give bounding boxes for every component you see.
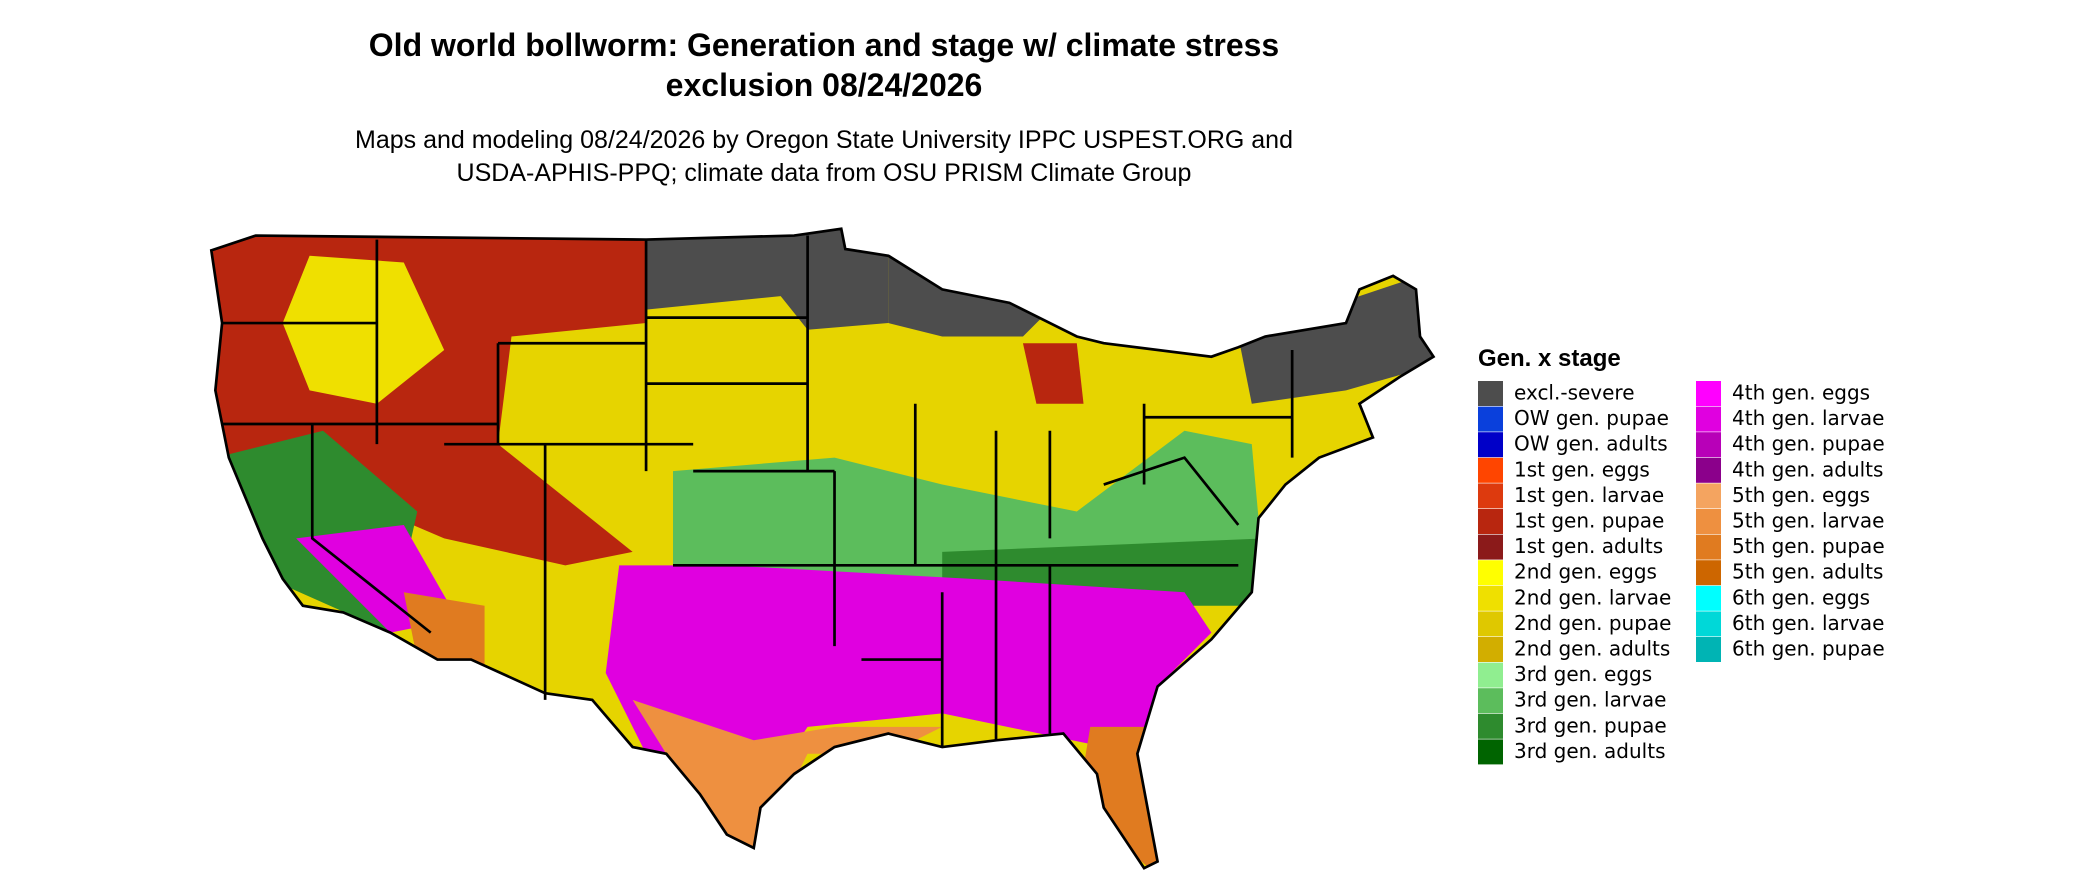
legend-label: 6th gen. larvae	[1732, 611, 1884, 635]
legend-title: Gen. x stage	[1478, 345, 1621, 372]
legend-label: 3rd gen. larvae	[1514, 688, 1666, 712]
legend-label: 6th gen. eggs	[1732, 585, 1870, 609]
legend-label: 4th gen. eggs	[1732, 381, 1870, 405]
legend-label: 4th gen. pupae	[1732, 432, 1885, 456]
legend-swatch	[1478, 662, 1503, 688]
legend-swatch	[1478, 432, 1503, 458]
subtitle: USDA-APHIS-PPQ; climate data from OSU PR…	[457, 159, 1192, 187]
legend-swatch	[1478, 406, 1503, 432]
legend-swatch	[1696, 611, 1721, 637]
legend-swatch	[1696, 585, 1721, 611]
legend-label: 4th gen. adults	[1732, 457, 1883, 481]
legend-label: 2nd gen. larvae	[1514, 585, 1671, 609]
legend-swatch	[1478, 611, 1503, 637]
legend-label: 1st gen. larvae	[1514, 483, 1664, 507]
legend-swatch	[1478, 688, 1503, 714]
legend-swatch	[1478, 457, 1503, 483]
legend-label: 1st gen. eggs	[1514, 457, 1650, 481]
legend-swatch	[1478, 483, 1503, 509]
legend-swatch	[1478, 381, 1503, 406]
legend-swatch	[1696, 457, 1721, 483]
legend-swatch	[1478, 713, 1503, 739]
legend-label: 2nd gen. pupae	[1514, 611, 1671, 635]
legend-swatch	[1696, 509, 1721, 534]
legend-label: 2nd gen. adults	[1514, 637, 1670, 661]
legend-swatch	[1478, 560, 1503, 586]
legend-swatch	[1478, 739, 1503, 765]
legend-swatch	[1478, 509, 1503, 534]
legend-label: 6th gen. pupae	[1732, 637, 1885, 661]
legend-label: OW gen. adults	[1514, 432, 1668, 456]
legend-swatch	[1478, 637, 1503, 662]
legend-swatch	[1696, 406, 1721, 432]
legend-label: 4th gen. larvae	[1732, 406, 1884, 430]
legend-label: 1st gen. pupae	[1514, 509, 1664, 533]
legend-label: excl.-severe	[1514, 381, 1635, 405]
legend-label: 5th gen. larvae	[1732, 509, 1884, 533]
title: exclusion 08/24/2026	[666, 67, 983, 103]
state-borders	[209, 227, 1436, 870]
legend-label: 2nd gen. eggs	[1514, 560, 1657, 584]
title: Old world bollworm: Generation and stage…	[369, 27, 1279, 63]
legend-swatch	[1696, 381, 1721, 406]
legend-label: 5th gen. adults	[1732, 560, 1883, 584]
legend-label: 5th gen. pupae	[1732, 534, 1885, 558]
legend-swatch	[1696, 432, 1721, 458]
legend-label: 3rd gen. eggs	[1514, 662, 1652, 686]
legend-swatch	[1696, 560, 1721, 586]
legend-label: 1st gen. adults	[1514, 534, 1663, 558]
legend-swatch	[1696, 637, 1721, 662]
legend-label: OW gen. pupae	[1514, 406, 1669, 430]
subtitle: Maps and modeling 08/24/2026 by Oregon S…	[355, 126, 1293, 154]
legend-label: 3rd gen. pupae	[1514, 713, 1667, 737]
legend-swatch	[1478, 534, 1503, 560]
legend-swatch	[1696, 534, 1721, 560]
legend-swatch	[1696, 483, 1721, 509]
legend-label: 3rd gen. adults	[1514, 739, 1665, 763]
legend-label: 5th gen. eggs	[1732, 483, 1870, 507]
legend-swatch	[1478, 585, 1503, 611]
